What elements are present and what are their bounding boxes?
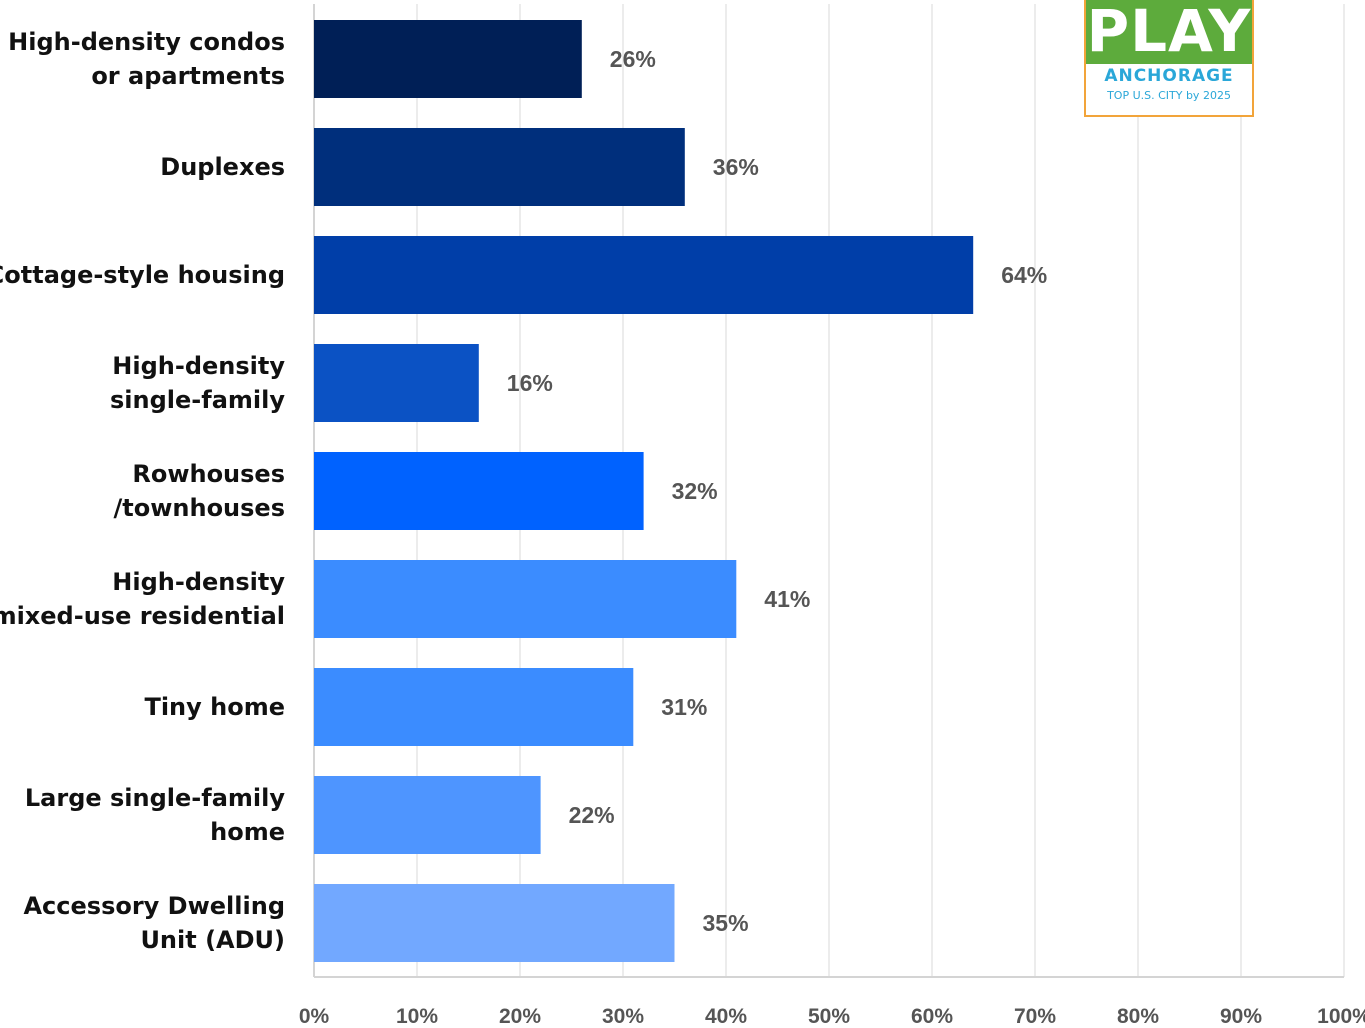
x-tick-label: 70% bbox=[1014, 1005, 1056, 1028]
bar bbox=[314, 668, 634, 746]
bar bbox=[314, 776, 541, 854]
logo-tagline: TOP U.S. CITY by 2025 bbox=[1107, 89, 1231, 102]
x-tick-label: 40% bbox=[705, 1005, 747, 1028]
data-label: 35% bbox=[703, 910, 749, 936]
bar bbox=[314, 20, 582, 98]
data-label: 31% bbox=[661, 694, 707, 720]
category-labels: High-density condos or apartments Duplexes… bbox=[0, 28, 285, 954]
bar bbox=[314, 884, 675, 962]
category-label: High-density bbox=[112, 352, 285, 380]
category-label: High-density condos bbox=[8, 28, 285, 56]
bar bbox=[314, 452, 644, 530]
logo-city: ANCHORAGE bbox=[1104, 66, 1234, 86]
category-label: Duplexes bbox=[160, 153, 285, 181]
x-tick-label: 90% bbox=[1220, 1005, 1262, 1028]
data-label: 64% bbox=[1001, 262, 1047, 288]
data-label: 41% bbox=[764, 586, 810, 612]
bar bbox=[314, 560, 737, 638]
x-tick-label: 0% bbox=[299, 1005, 330, 1028]
bar bbox=[314, 236, 974, 314]
category-label: Large single-family bbox=[25, 784, 285, 812]
category-label: Rowhouses bbox=[132, 460, 285, 488]
bar bbox=[314, 128, 685, 206]
category-label: Cottage-style housing bbox=[0, 261, 285, 289]
category-label: mixed-use residential bbox=[0, 602, 285, 630]
category-label: home bbox=[210, 818, 285, 846]
logo-word: PLAY bbox=[1086, 0, 1252, 65]
category-label: Unit (ADU) bbox=[140, 926, 285, 954]
x-tick-label: 60% bbox=[911, 1005, 953, 1028]
category-label: or apartments bbox=[91, 62, 285, 90]
x-tick-label: 100% bbox=[1317, 1005, 1365, 1028]
category-label: single-family bbox=[110, 386, 285, 414]
x-tick-label: 50% bbox=[808, 1005, 850, 1028]
x-tick-label: 10% bbox=[396, 1005, 438, 1028]
x-tick-label: 80% bbox=[1117, 1005, 1159, 1028]
category-label: Accessory Dwelling bbox=[23, 892, 285, 920]
category-label: /townhouses bbox=[114, 494, 286, 522]
data-label: 26% bbox=[610, 46, 656, 72]
data-label: 32% bbox=[672, 478, 718, 504]
data-label: 16% bbox=[507, 370, 553, 396]
bars bbox=[314, 20, 974, 962]
x-axis-ticks: 0% 10% 20% 30% 40% 50% 60% 70% 80% 90% 100% bbox=[299, 1005, 1365, 1028]
category-label: High-density bbox=[112, 568, 285, 596]
value-labels: 26% 36% 64% 16% 32% 41% 31% 22% 35% bbox=[507, 46, 1047, 936]
data-label: 36% bbox=[713, 154, 759, 180]
logo-green-panel: PLAY bbox=[1086, 0, 1252, 64]
x-tick-label: 30% bbox=[602, 1005, 644, 1028]
bar bbox=[314, 344, 479, 422]
category-label: Tiny home bbox=[144, 693, 285, 721]
play-anchorage-logo: PLAY ANCHORAGE TOP U.S. CITY by 2025 bbox=[1084, 0, 1254, 117]
data-label: 22% bbox=[569, 802, 615, 828]
x-tick-label: 20% bbox=[499, 1005, 541, 1028]
